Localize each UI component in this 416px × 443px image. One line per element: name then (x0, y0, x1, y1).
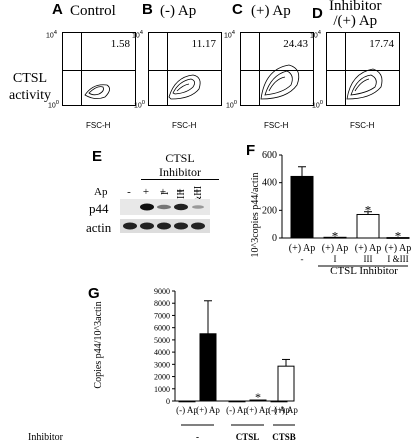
chart-g-ytick-label: 4000 (154, 348, 170, 357)
flow-contour-c (260, 64, 300, 100)
panel-d-letter: D (312, 5, 323, 22)
chart-g-bar (178, 400, 196, 403)
chart-f-bar (356, 213, 380, 239)
panel-c-letter: C (232, 1, 243, 18)
chart-g-ytick-label: 3000 (154, 360, 170, 369)
flow-plot-b: 11.17 (148, 32, 222, 106)
panel-e-letter: E (92, 148, 103, 165)
actin-band-lane-4 (174, 222, 188, 230)
p44-band-lane-3 (157, 204, 171, 210)
chart-g-category-label: (+) Ap (246, 405, 270, 415)
chart-g-ytick-label: 9000 (154, 287, 170, 296)
chart-g: Copies p44/10^3actin 0 1000 2000 3000 4000 50… (28, 287, 298, 443)
chart-g-group-label: CTSL (236, 432, 260, 442)
panel-b-title: (-) Ap (160, 3, 197, 19)
flow-value-b: 11.17 (191, 38, 216, 50)
chart-f-ytick-label: 400 (262, 178, 277, 189)
chart-g-ylabel: Copies p44/10^3actin (93, 301, 104, 388)
actin-band-lane-2 (140, 222, 154, 230)
actin-label: actin (86, 220, 112, 235)
chart-f: 10^3copies p44/actin 0 200 400 600 * * * (+) … (250, 150, 411, 275)
chart-g-bar (249, 399, 267, 402)
chart-g-category-label: (-) Ap (176, 405, 198, 415)
ctsl-inhibitor-header: CTSL Inhibitor (141, 151, 219, 180)
western-blot (120, 199, 210, 233)
flow-contour-d (346, 68, 383, 100)
chart-g-category-label: (-) Ap (268, 405, 290, 415)
chart-g-category-label: (+) Ap (274, 405, 298, 415)
ctsl-activity-label: CTSL activity (9, 71, 51, 103)
ap-lane-1: - (127, 186, 131, 198)
chart-f-ytick-label: 200 (262, 205, 277, 216)
chart-g-category-label: (+) Ap (196, 405, 220, 415)
fsc-label-a: FSC-H (86, 121, 111, 130)
chart-g-ytick-label: 2000 (154, 373, 170, 382)
chart-f-sublabel: I (334, 254, 337, 264)
chart-f-ylabel: 10^3copies p44/actin (250, 173, 261, 258)
actin-band-lane-1 (123, 222, 137, 230)
panel-f-letter: F (246, 142, 256, 159)
flow-value-c: 24.43 (283, 38, 308, 50)
chart-f-ytick-label: 0 (272, 233, 277, 244)
chart-g-inhibitor-title: Inhibitor (28, 432, 64, 443)
chart-g-bar (199, 333, 217, 402)
chart-g-ytick-label: 5000 (154, 336, 170, 345)
flow-plot-d: 17.74 (326, 32, 400, 106)
panel-a-title: Control (70, 3, 116, 19)
chart-f-category-label: (+) Ap (355, 243, 381, 254)
chart-f-category-label: (+) Ap (322, 243, 348, 254)
chart-g-ytick-label: 6000 (154, 324, 170, 333)
chart-f-bar (290, 175, 314, 239)
ap-lane-2: + (142, 186, 150, 198)
chart-f-bar (386, 237, 410, 239)
chart-f-significance: * (395, 229, 402, 244)
chart-g-ytick-label: 8000 (154, 299, 170, 308)
chart-g-group-label: - (196, 432, 199, 442)
ap-lane-4: + (176, 186, 184, 198)
panel-g-letter: G (88, 285, 100, 302)
flow-plot-c: 24.43 (240, 32, 314, 106)
chart-f-sublabel: - (301, 254, 304, 264)
chart-f-ytick-label: 600 (262, 150, 277, 161)
panel-c-title: (+) Ap (251, 3, 291, 19)
fsc-label-b: FSC-H (172, 121, 197, 130)
chart-g-significance: * (255, 390, 261, 404)
chart-f-significance: * (332, 228, 339, 243)
chart-g-category-label: (-) Ap (226, 405, 248, 415)
chart-f-category-label: (+) Ap (385, 243, 411, 254)
ap-label: Ap (94, 186, 108, 198)
fsc-label-c: FSC-H (264, 121, 289, 130)
chart-g-ytick-label: 1000 (154, 385, 170, 394)
flow-value-d: 17.74 (369, 38, 394, 50)
actin-band-lane-3 (157, 222, 171, 230)
flow-plot-a: 1.58 (62, 32, 136, 106)
p44-band-lane-4 (174, 203, 188, 211)
chart-f-significance: * (365, 203, 372, 218)
actin-band-lane-5 (191, 222, 205, 230)
flow-contour-a (84, 84, 110, 99)
panel-d-title: Inhibitor /(+) Ap (329, 0, 382, 29)
chart-g-ytick-label: 0 (166, 397, 170, 406)
p44-band-lane-5 (192, 205, 204, 209)
panel-b-letter: B (142, 1, 153, 18)
fsc-label-d: FSC-H (350, 121, 375, 130)
flow-value-a: 1.58 (110, 38, 130, 50)
ap-lane-3: + (159, 186, 167, 198)
panel-a-letter: A (52, 1, 63, 18)
ap-lane-5: + (193, 186, 201, 198)
chart-f-sublabel: III (364, 254, 373, 264)
chart-f-bar (323, 236, 347, 239)
chart-g-bar (228, 400, 246, 403)
chart-f-sublabel: I &III (387, 254, 408, 264)
chart-f-category-label: (+) Ap (289, 243, 315, 254)
chart-g-ytick-label: 7000 (154, 311, 170, 320)
chart-g-bar (277, 365, 295, 402)
flow-contour-b (168, 74, 201, 100)
p44-label: p44 (89, 201, 109, 216)
chart-g-group-label: CTSB (272, 432, 296, 442)
p44-band-lane-2 (140, 203, 154, 211)
chart-f-group-label: CTSL Inhibitor (330, 265, 398, 275)
